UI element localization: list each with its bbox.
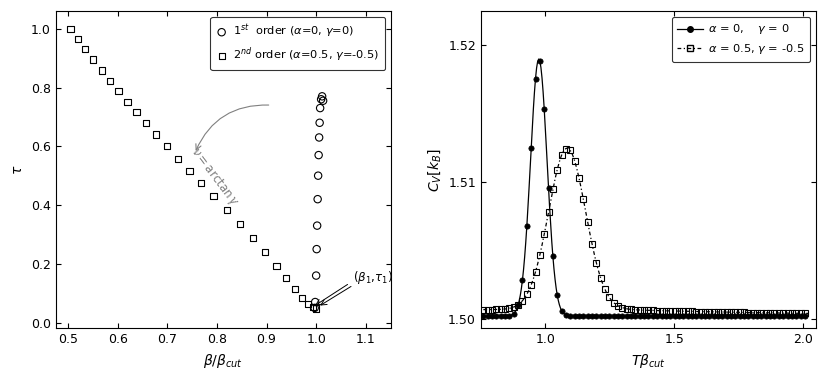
- 2$^{nd}$ order ($\alpha$=0.5, $\gamma$=-0.5): [302, 301, 315, 307]
- 2$^{nd}$ order ($\alpha$=0.5, $\gamma$=-0.5): [112, 88, 125, 94]
- 1$^{st}$  order ($\alpha$=0, $\gamma$=0): [308, 305, 321, 311]
- 2$^{nd}$ order ($\alpha$=0.5, $\gamma$=-0.5): [207, 193, 220, 199]
- 2$^{nd}$ order ($\alpha$=0.5, $\gamma$=-0.5): [183, 168, 196, 174]
- 2$^{nd}$ order ($\alpha$=0.5, $\gamma$=-0.5): [121, 99, 134, 105]
- 2$^{nd}$ order ($\alpha$=0.5, $\gamma$=-0.5): [280, 275, 293, 281]
- 2$^{nd}$ order ($\alpha$=0.5, $\gamma$=-0.5): [79, 46, 92, 52]
- 2$^{nd}$ order ($\alpha$=0.5, $\gamma$=-0.5): [140, 120, 153, 126]
- 2$^{nd}$ order ($\alpha$=0.5, $\gamma$=-0.5): [171, 155, 184, 162]
- 2$^{nd}$ order ($\alpha$=0.5, $\gamma$=-0.5): [270, 263, 283, 269]
- 2$^{nd}$ order ($\alpha$=0.5, $\gamma$=-0.5): [64, 26, 77, 32]
- 2$^{nd}$ order ($\alpha$=0.5, $\gamma$=-0.5): [103, 78, 117, 84]
- 2$^{nd}$ order ($\alpha$=0.5, $\gamma$=-0.5): [86, 56, 99, 62]
- 2$^{nd}$ order ($\alpha$=0.5, $\gamma$=-0.5): [233, 221, 246, 227]
- 1$^{st}$  order ($\alpha$=0, $\gamma$=0): [313, 105, 327, 111]
- 1$^{st}$  order ($\alpha$=0, $\gamma$=0): [310, 223, 323, 229]
- 1$^{st}$  order ($\alpha$=0, $\gamma$=0): [311, 196, 324, 202]
- 1$^{st}$  order ($\alpha$=0, $\gamma$=0): [308, 299, 322, 305]
- 2$^{nd}$ order ($\alpha$=0.5, $\gamma$=-0.5): [194, 180, 208, 186]
- 2$^{nd}$ order ($\alpha$=0.5, $\gamma$=-0.5): [130, 109, 143, 115]
- Y-axis label: $C_V[k_B]$: $C_V[k_B]$: [426, 148, 442, 192]
- 2$^{nd}$ order ($\alpha$=0.5, $\gamma$=-0.5): [95, 67, 108, 74]
- 1$^{st}$  order ($\alpha$=0, $\gamma$=0): [313, 120, 326, 126]
- Text: ($\beta_1$,$\tau_1$): ($\beta_1$,$\tau_1$): [353, 269, 393, 285]
- 2$^{nd}$ order ($\alpha$=0.5, $\gamma$=-0.5): [289, 286, 302, 292]
- 1$^{st}$  order ($\alpha$=0, $\gamma$=0): [314, 96, 327, 102]
- 2$^{nd}$ order ($\alpha$=0.5, $\gamma$=-0.5): [160, 143, 174, 149]
- 2$^{nd}$ order ($\alpha$=0.5, $\gamma$=-0.5): [220, 207, 233, 213]
- 2$^{nd}$ order ($\alpha$=0.5, $\gamma$=-0.5): [246, 235, 259, 241]
- Y-axis label: $\tau$: $\tau$: [11, 165, 25, 175]
- 1$^{st}$  order ($\alpha$=0, $\gamma$=0): [309, 272, 323, 279]
- 2$^{nd}$ order ($\alpha$=0.5, $\gamma$=-0.5): [295, 295, 308, 301]
- 2$^{nd}$ order ($\alpha$=0.5, $\gamma$=-0.5): [71, 36, 84, 42]
- Legend: 1$^{st}$  order ($\alpha$=0, $\gamma$=0), 2$^{nd}$ order ($\alpha$=0.5, $\gamma$: 1$^{st}$ order ($\alpha$=0, $\gamma$=0),…: [210, 17, 385, 70]
- 2$^{nd}$ order ($\alpha$=0.5, $\gamma$=-0.5): [258, 249, 271, 255]
- 1$^{st}$  order ($\alpha$=0, $\gamma$=0): [313, 134, 326, 141]
- Legend: $\alpha$ = 0,    $\gamma$ = 0, $\alpha$ = 0.5, $\gamma$ = -0.5: $\alpha$ = 0, $\gamma$ = 0, $\alpha$ = 0…: [672, 17, 810, 62]
- 1$^{st}$  order ($\alpha$=0, $\gamma$=0): [310, 246, 323, 252]
- 2$^{nd}$ order ($\alpha$=0.5, $\gamma$=-0.5): [306, 304, 319, 311]
- 1$^{st}$  order ($\alpha$=0, $\gamma$=0): [312, 173, 325, 179]
- X-axis label: $\beta/\beta_{cut}$: $\beta/\beta_{cut}$: [203, 352, 243, 370]
- 2$^{nd}$ order ($\alpha$=0.5, $\gamma$=-0.5): [309, 306, 323, 312]
- 2$^{nd}$ order ($\alpha$=0.5, $\gamma$=-0.5): [150, 131, 163, 138]
- 1$^{st}$  order ($\alpha$=0, $\gamma$=0): [315, 93, 328, 99]
- X-axis label: $T\beta_{cut}$: $T\beta_{cut}$: [631, 352, 666, 370]
- 1$^{st}$  order ($\alpha$=0, $\gamma$=0): [312, 152, 325, 158]
- 1$^{st}$  order ($\alpha$=0, $\gamma$=0): [317, 98, 330, 104]
- Text: $\nu = \arctan\gamma$: $\nu = \arctan\gamma$: [187, 144, 241, 210]
